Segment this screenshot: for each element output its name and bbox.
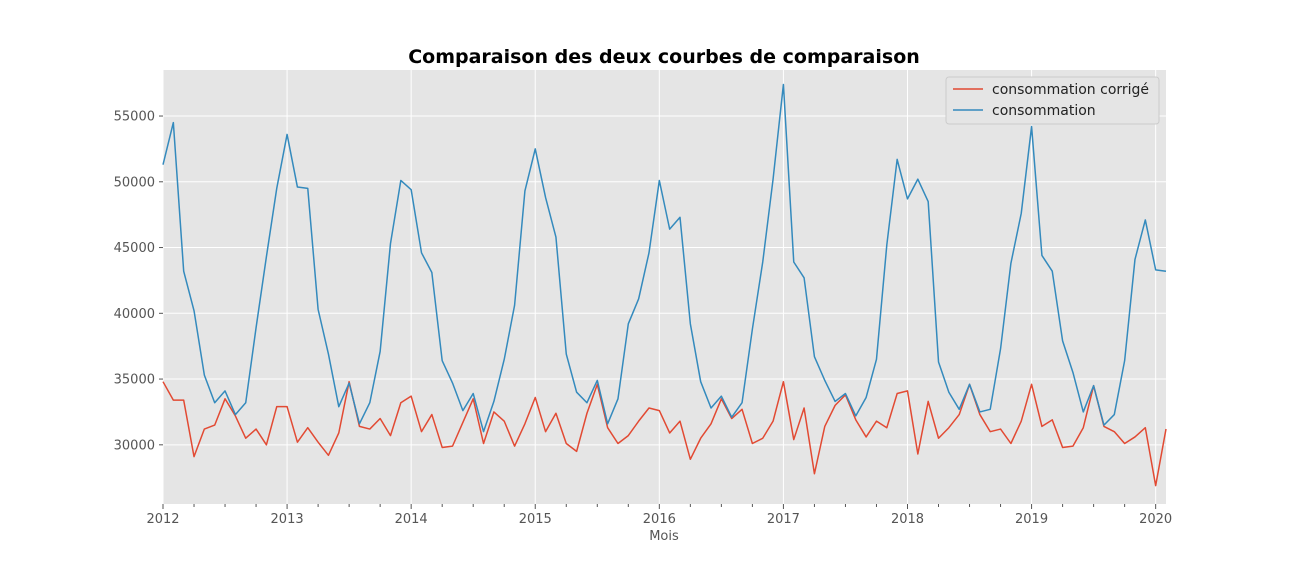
y-tick-label: 30000 bbox=[114, 438, 155, 453]
legend-label-consumption: consommation bbox=[992, 103, 1096, 119]
x-axis-label: Mois bbox=[649, 529, 679, 544]
x-axis-ticks: 2012 2013 2014 2015 2016 2017 2018 2019 2020 bbox=[146, 504, 1172, 527]
x-tick-label: 2014 bbox=[395, 512, 428, 527]
y-tick-label: 40000 bbox=[114, 307, 155, 322]
chart-title: Comparaison des deux courbes de comparai… bbox=[408, 46, 920, 68]
grid-lines bbox=[162, 70, 1166, 504]
x-tick-label: 2019 bbox=[1015, 512, 1048, 527]
y-tick-label: 35000 bbox=[114, 373, 155, 388]
legend-box bbox=[945, 76, 1160, 125]
series-line-consommation-corrige bbox=[162, 380, 1167, 487]
plot-area bbox=[163, 70, 1166, 504]
y-tick-label: 55000 bbox=[114, 110, 155, 125]
x-tick-label: 2013 bbox=[271, 512, 304, 527]
legend: consommation corrigé consommation bbox=[945, 76, 1160, 125]
x-tick-label: 2012 bbox=[146, 512, 179, 527]
series-line-consommation bbox=[162, 83, 1167, 433]
legend-label-corrected: consommation corrigé bbox=[992, 82, 1149, 98]
y-axis-ticks: 30000 35000 40000 45000 50000 55000 bbox=[114, 110, 163, 453]
x-tick-label: 2016 bbox=[643, 512, 676, 527]
x-tick-label: 2018 bbox=[891, 512, 924, 527]
x-tick-label: 2017 bbox=[767, 512, 800, 527]
x-tick-label: 2015 bbox=[519, 512, 552, 527]
x-tick-label: 2020 bbox=[1139, 512, 1172, 527]
series-lines bbox=[162, 83, 1167, 487]
y-tick-label: 45000 bbox=[114, 241, 155, 256]
y-tick-label: 50000 bbox=[114, 175, 155, 190]
